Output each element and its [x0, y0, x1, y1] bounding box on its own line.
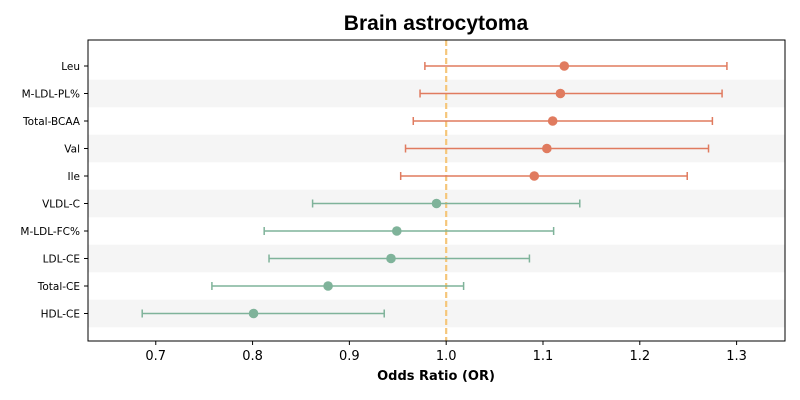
or-point: [323, 281, 333, 291]
y-tick-label: HDL-CE: [41, 309, 80, 321]
error-bars-group: [141, 61, 728, 319]
y-tick-label: M-LDL-PL%: [22, 89, 80, 101]
or-point: [529, 171, 540, 181]
or-point: [559, 61, 570, 71]
x-tick-label: 0.7: [145, 349, 166, 364]
y-tick-label: Ile: [68, 171, 80, 183]
or-point: [248, 308, 259, 319]
or-point: [386, 253, 396, 264]
y-tick-label: Val: [64, 144, 80, 156]
or-point: [547, 116, 558, 126]
or-point: [542, 143, 552, 154]
x-tick-label: 0.8: [242, 349, 263, 364]
plot-frame: [87, 39, 786, 342]
y-tick-label: Total-BCAA: [22, 116, 81, 128]
x-tick-label: 0.9: [339, 349, 360, 364]
x-tick-label: 1.3: [726, 349, 747, 364]
or-point: [431, 198, 442, 209]
or-point: [392, 226, 402, 236]
y-tick-label: Total-CE: [37, 281, 80, 293]
y-tick-label: M-LDL-FC%: [20, 226, 80, 238]
or-point: [555, 88, 566, 99]
x-tick-label: 1.2: [629, 349, 650, 364]
chart-title: Brain astrocytoma: [344, 12, 529, 35]
y-tick-label: Leu: [61, 61, 80, 73]
y-tick-label: LDL-CE: [43, 254, 80, 266]
x-axis-label: Odds Ratio (OR): [377, 369, 495, 384]
x-tick-label: 1.1: [533, 349, 554, 364]
y-tick-label: VLDL-C: [42, 199, 80, 211]
axes-group: 0.7 0.8 0.9 1.0 1.1 1.2 1.3 Leu M-LDL-PL% Total-B…: [20, 39, 786, 364]
x-tick-label: 1.0: [436, 349, 457, 364]
